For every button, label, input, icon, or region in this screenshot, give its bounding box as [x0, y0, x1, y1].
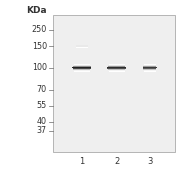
Bar [108, 69, 125, 70]
Bar [73, 68, 91, 69]
Text: 250: 250 [32, 25, 47, 34]
Bar [109, 71, 125, 72]
Bar [108, 66, 125, 67]
Bar [107, 67, 126, 68]
Bar [144, 70, 156, 71]
Bar [76, 45, 88, 46]
Bar [73, 66, 90, 67]
Text: 40: 40 [37, 117, 47, 126]
Bar [143, 67, 156, 68]
Text: 150: 150 [32, 42, 47, 51]
Text: 70: 70 [37, 85, 47, 94]
Bar [72, 67, 91, 68]
Bar [108, 65, 125, 66]
Text: KDa: KDa [26, 6, 47, 16]
Bar [143, 66, 156, 67]
Text: 2: 2 [114, 157, 119, 166]
Bar [76, 46, 88, 47]
Text: 1: 1 [79, 157, 84, 166]
Text: 55: 55 [37, 101, 47, 110]
Text: 100: 100 [32, 63, 47, 72]
Text: 3: 3 [147, 157, 152, 166]
Bar [109, 70, 125, 71]
Bar [109, 64, 125, 65]
Bar [74, 71, 90, 72]
Bar [144, 65, 156, 66]
Text: 37: 37 [37, 126, 47, 135]
Bar [107, 68, 126, 69]
Bar [143, 68, 156, 69]
Bar [74, 65, 90, 66]
Bar [74, 70, 90, 71]
Bar [144, 71, 156, 72]
Bar [143, 69, 156, 70]
Bar [53, 15, 175, 152]
Bar [144, 64, 156, 65]
Bar [73, 69, 90, 70]
Bar [74, 64, 90, 65]
Bar [76, 44, 88, 45]
